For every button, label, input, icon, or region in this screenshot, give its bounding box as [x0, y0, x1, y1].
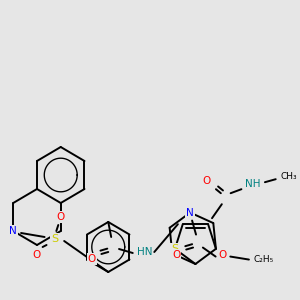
Text: S: S — [51, 234, 58, 244]
Text: CH₃: CH₃ — [280, 172, 297, 181]
Text: O: O — [33, 250, 41, 260]
Text: N: N — [186, 208, 194, 218]
Text: O: O — [202, 176, 210, 186]
Text: S: S — [171, 244, 178, 254]
Text: NH: NH — [245, 179, 261, 189]
Text: C₂H₅: C₂H₅ — [254, 255, 274, 264]
Text: O: O — [56, 212, 64, 222]
Text: O: O — [172, 250, 181, 260]
Text: N: N — [9, 226, 17, 236]
Text: O: O — [218, 250, 226, 260]
Text: HN: HN — [137, 247, 152, 257]
Text: O: O — [88, 254, 96, 264]
